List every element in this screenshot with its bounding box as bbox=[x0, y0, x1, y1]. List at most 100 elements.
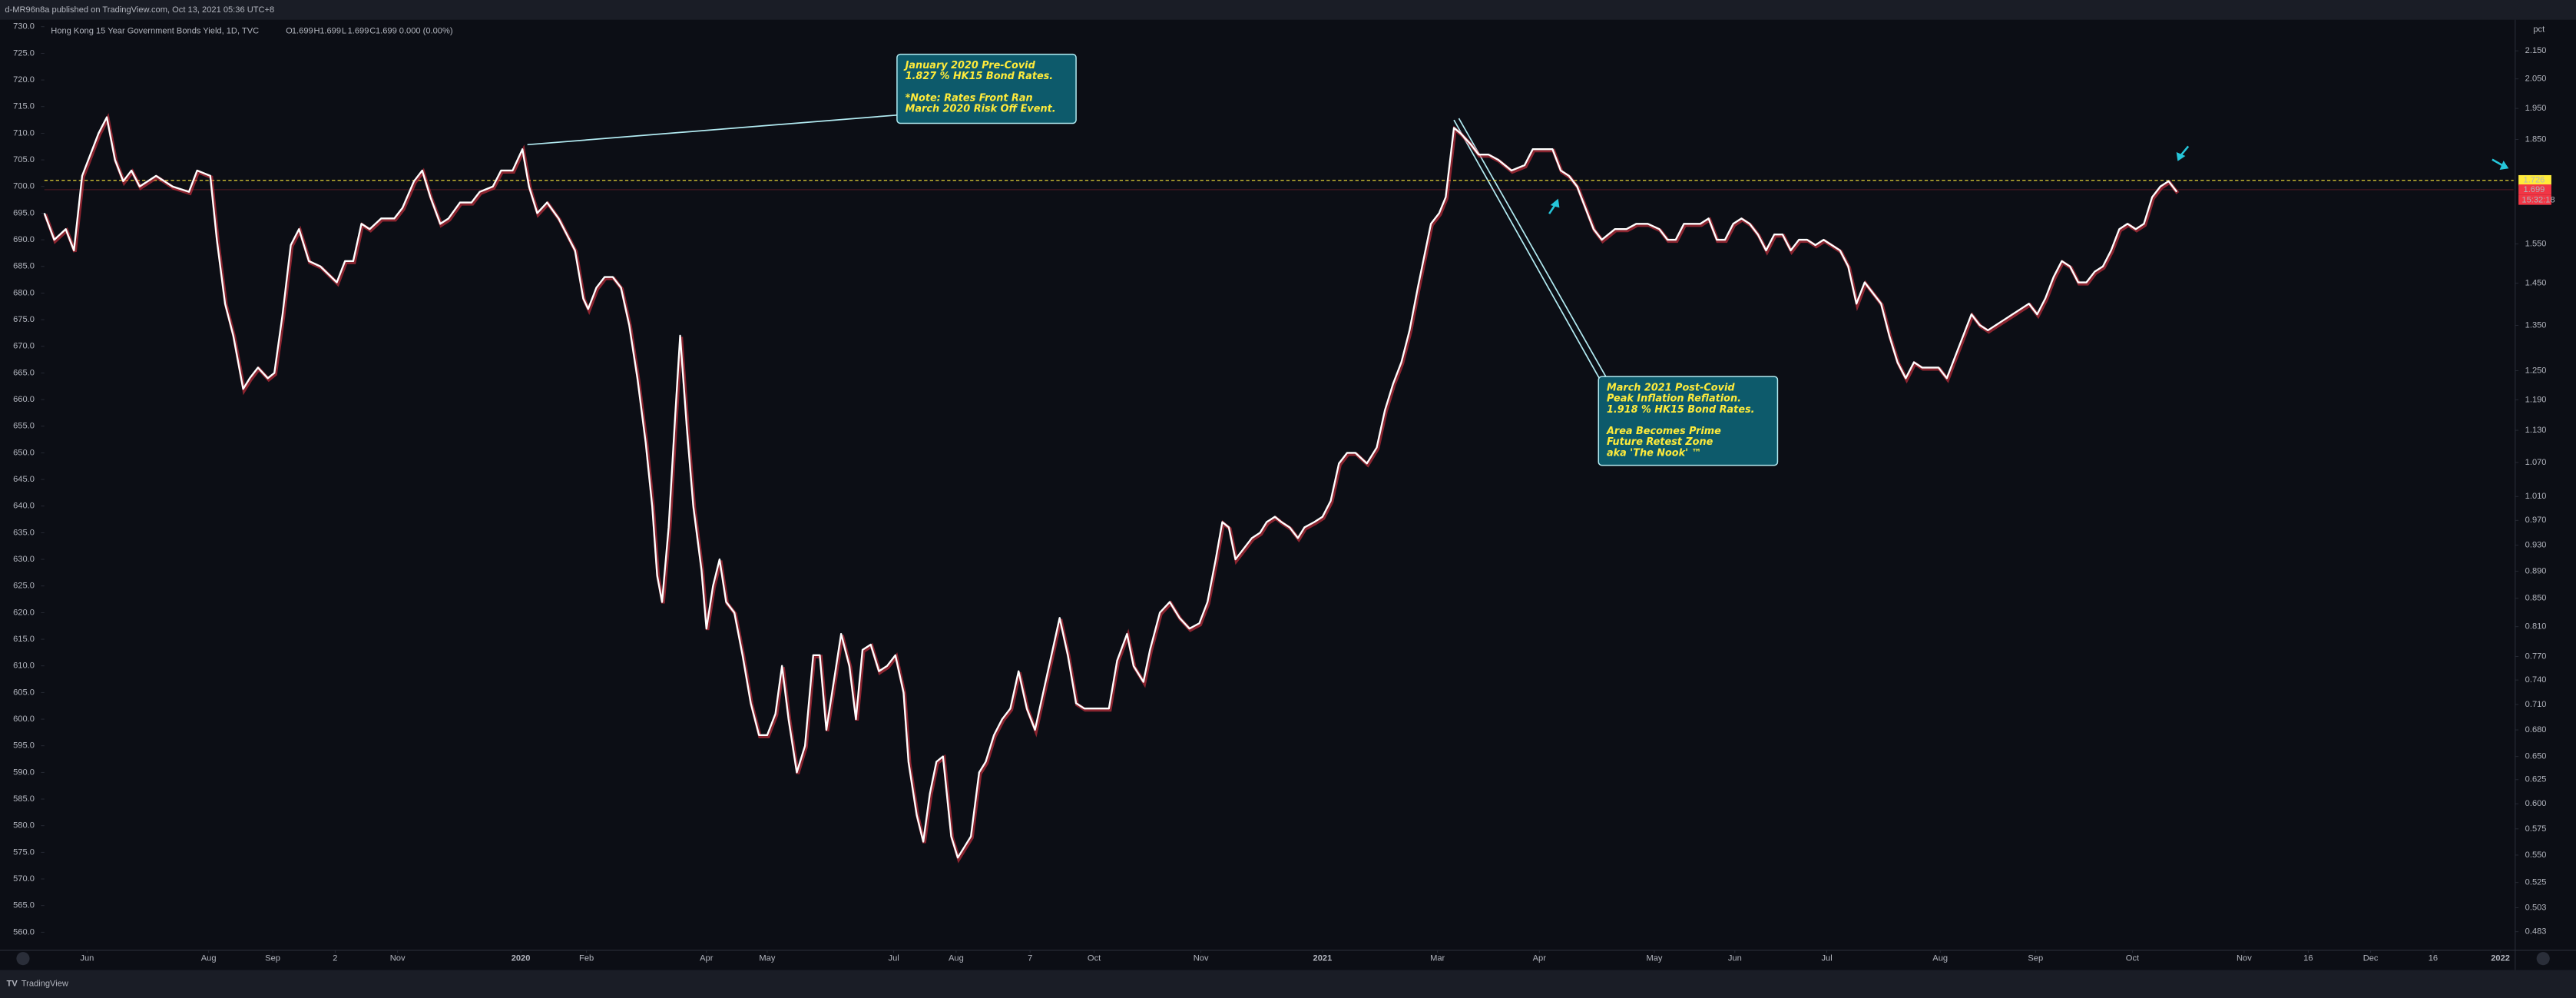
annotation-connector bbox=[527, 114, 897, 146]
zoom-button[interactable] bbox=[16, 952, 30, 966]
x-tick-label: Aug bbox=[1932, 954, 1948, 963]
y2-tick-label: 0.575 bbox=[2525, 824, 2547, 834]
y-tick-label: 680.0 bbox=[13, 288, 35, 297]
x-tick-label: Sep bbox=[265, 954, 280, 963]
y2-tick-label: 1.850 bbox=[2525, 134, 2547, 144]
ohlc-key: C bbox=[369, 27, 376, 36]
y-tick-label: 600.0 bbox=[13, 715, 35, 724]
published-info: d-MR96n8a published on TradingView.com, … bbox=[5, 5, 274, 15]
x-tick-label: Sep bbox=[2028, 954, 2043, 963]
annotation-connector bbox=[1458, 118, 1608, 379]
annotation-text: Future Retest Zone bbox=[1607, 436, 1713, 448]
x-tick-label: Jul bbox=[1822, 954, 1833, 963]
y2-tick-label: 0.970 bbox=[2525, 516, 2547, 525]
x-tick-label: Aug bbox=[949, 954, 964, 963]
x-tick-label: 16 bbox=[2429, 954, 2438, 963]
annotation-text: 1.827 % HK15 Bond Rates. bbox=[906, 71, 1054, 82]
y-tick-label: 645.0 bbox=[13, 475, 35, 484]
y2-tick-label: 1.950 bbox=[2525, 104, 2547, 113]
y-tick-label: 695.0 bbox=[13, 208, 35, 217]
x-tick-label: 2 bbox=[333, 954, 337, 963]
y2-tick-label: 1.010 bbox=[2525, 492, 2547, 501]
y-tick-label: 615.0 bbox=[13, 635, 35, 644]
y-tick-label: 675.0 bbox=[13, 315, 35, 324]
annotation-text: Area Becomes Prime bbox=[1606, 426, 1721, 437]
price-label: 1.726 bbox=[2524, 176, 2545, 185]
y2-tick-label: 0.930 bbox=[2525, 541, 2547, 550]
top-bar bbox=[0, 0, 2576, 20]
y2-tick-label: 0.625 bbox=[2525, 775, 2547, 784]
y-tick-label: 635.0 bbox=[13, 528, 35, 537]
y2-axis-label: pct bbox=[2533, 25, 2545, 34]
y2-tick-label: 1.250 bbox=[2525, 366, 2547, 376]
x-tick-label: 16 bbox=[2303, 954, 2313, 963]
chart-title: Hong Kong 15 Year Government Bonds Yield… bbox=[51, 27, 259, 36]
footer-brand: TradingView bbox=[22, 980, 69, 989]
annotation-text: aka 'The Nook' ™ bbox=[1607, 447, 1701, 459]
x-tick-label: Apr bbox=[700, 954, 714, 963]
ohlc-value: 1.699 bbox=[376, 27, 397, 36]
x-tick-label: Dec bbox=[2363, 954, 2379, 963]
y-tick-label: 605.0 bbox=[13, 688, 35, 697]
x-tick-label: 7 bbox=[1028, 954, 1032, 963]
annotation-text: March 2020 Risk Off Event. bbox=[906, 104, 1056, 115]
y2-tick-label: 1.190 bbox=[2525, 395, 2547, 404]
y2-tick-label: 0.680 bbox=[2525, 725, 2547, 734]
x-tick-label: Jun bbox=[80, 954, 94, 963]
x-tick-label: 2021 bbox=[1313, 954, 1333, 963]
y2-tick-label: 0.525 bbox=[2525, 878, 2547, 887]
price-label-box bbox=[2518, 184, 2551, 195]
price-label: 1.699 bbox=[2524, 185, 2545, 194]
arrow-head bbox=[2499, 161, 2509, 170]
y-tick-label: 625.0 bbox=[13, 582, 35, 591]
annotation-text: *Note: Rates Front Ran bbox=[906, 92, 1033, 104]
y2-tick-label: 1.070 bbox=[2525, 458, 2547, 467]
ohlc-value: 1.699 bbox=[292, 27, 313, 36]
footer-logo: TV bbox=[7, 980, 18, 989]
annotation-text: January 2020 Pre-Covid bbox=[903, 60, 1036, 71]
y-tick-label: 580.0 bbox=[13, 821, 35, 831]
y2-tick-label: 0.810 bbox=[2525, 622, 2547, 632]
x-tick-label: Feb bbox=[579, 954, 594, 963]
annotation-connector bbox=[1453, 119, 1601, 380]
ohlc-value: 1.699 bbox=[320, 27, 341, 36]
arrow-head bbox=[1550, 198, 1560, 208]
x-tick-label: Mar bbox=[1430, 954, 1445, 963]
x-tick-label: Oct bbox=[2126, 954, 2139, 963]
y-tick-label: 685.0 bbox=[13, 262, 35, 271]
y-tick-label: 730.0 bbox=[13, 22, 35, 31]
footer-bar bbox=[0, 970, 2576, 998]
y2-tick-label: 0.740 bbox=[2525, 675, 2547, 685]
x-tick-label: May bbox=[1647, 954, 1663, 963]
ohlc-key: H bbox=[314, 27, 320, 36]
y2-tick-label: 0.550 bbox=[2525, 850, 2547, 860]
y-tick-label: 720.0 bbox=[13, 75, 35, 85]
legend: Hong Kong 15 Year Government Bonds Yield… bbox=[51, 27, 453, 36]
x-tick-label: Jul bbox=[889, 954, 899, 963]
countdown-box bbox=[2518, 194, 2551, 205]
y-tick-label: 705.0 bbox=[13, 155, 35, 164]
y-tick-label: 565.0 bbox=[13, 901, 35, 910]
y2-tick-label: 0.850 bbox=[2525, 594, 2547, 603]
price-label-box bbox=[2518, 174, 2551, 186]
y2-tick-label: 0.650 bbox=[2525, 752, 2547, 761]
y-tick-label: 610.0 bbox=[13, 661, 35, 671]
y-tick-label: 725.0 bbox=[13, 48, 35, 58]
y2-tick-label: 1.350 bbox=[2525, 320, 2547, 330]
y-tick-label: 715.0 bbox=[13, 102, 35, 111]
x-tick-label: Apr bbox=[1533, 954, 1547, 963]
y-tick-label: 710.0 bbox=[13, 128, 35, 138]
y2-tick-label: 1.130 bbox=[2525, 426, 2547, 435]
y-tick-label: 630.0 bbox=[13, 555, 35, 564]
settings-button[interactable] bbox=[2536, 952, 2550, 966]
y-tick-label: 650.0 bbox=[13, 448, 35, 457]
series-line bbox=[43, 116, 2178, 859]
x-tick-label: 2022 bbox=[2491, 954, 2510, 963]
annotation-text: Peak Inflation Reflation. bbox=[1607, 393, 1741, 405]
x-tick-label: May bbox=[759, 954, 775, 963]
x-tick-label: Nov bbox=[2237, 954, 2252, 963]
y2-tick-label: 0.503 bbox=[2525, 903, 2547, 912]
